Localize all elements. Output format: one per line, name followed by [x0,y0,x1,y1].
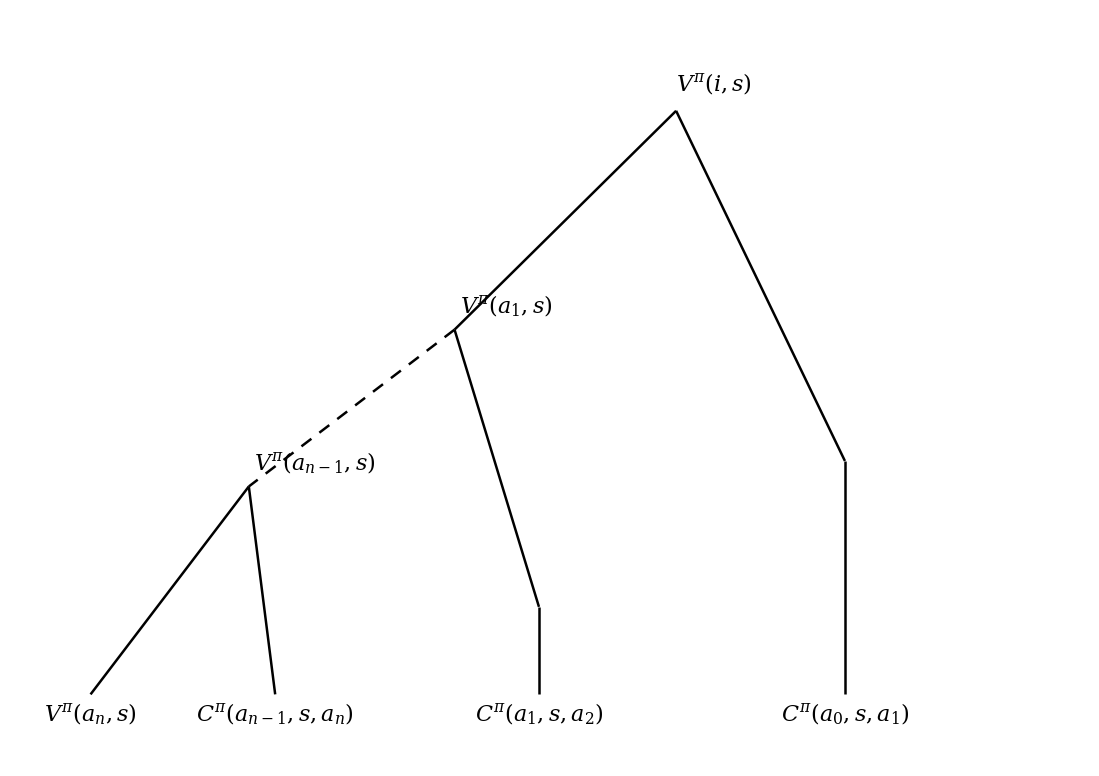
Text: $V^{\pi}(i,s)$: $V^{\pi}(i,s)$ [676,71,752,96]
Text: $V^{\pi}(a_n,s)$: $V^{\pi}(a_n,s)$ [44,702,137,727]
Text: $V^{\pi}(a_1,s)$: $V^{\pi}(a_1,s)$ [459,293,553,319]
Text: $V^{\pi}(a_{n-1},s)$: $V^{\pi}(a_{n-1},s)$ [254,450,376,476]
Text: $C^{\pi}(a_{n-1},s,a_n)$: $C^{\pi}(a_{n-1},s,a_n)$ [197,702,354,727]
Text: $C^{\pi}(a_1,s,a_2)$: $C^{\pi}(a_1,s,a_2)$ [475,702,603,727]
Text: $C^{\pi}(a_0,s,a_1)$: $C^{\pi}(a_0,s,a_1)$ [780,702,909,727]
